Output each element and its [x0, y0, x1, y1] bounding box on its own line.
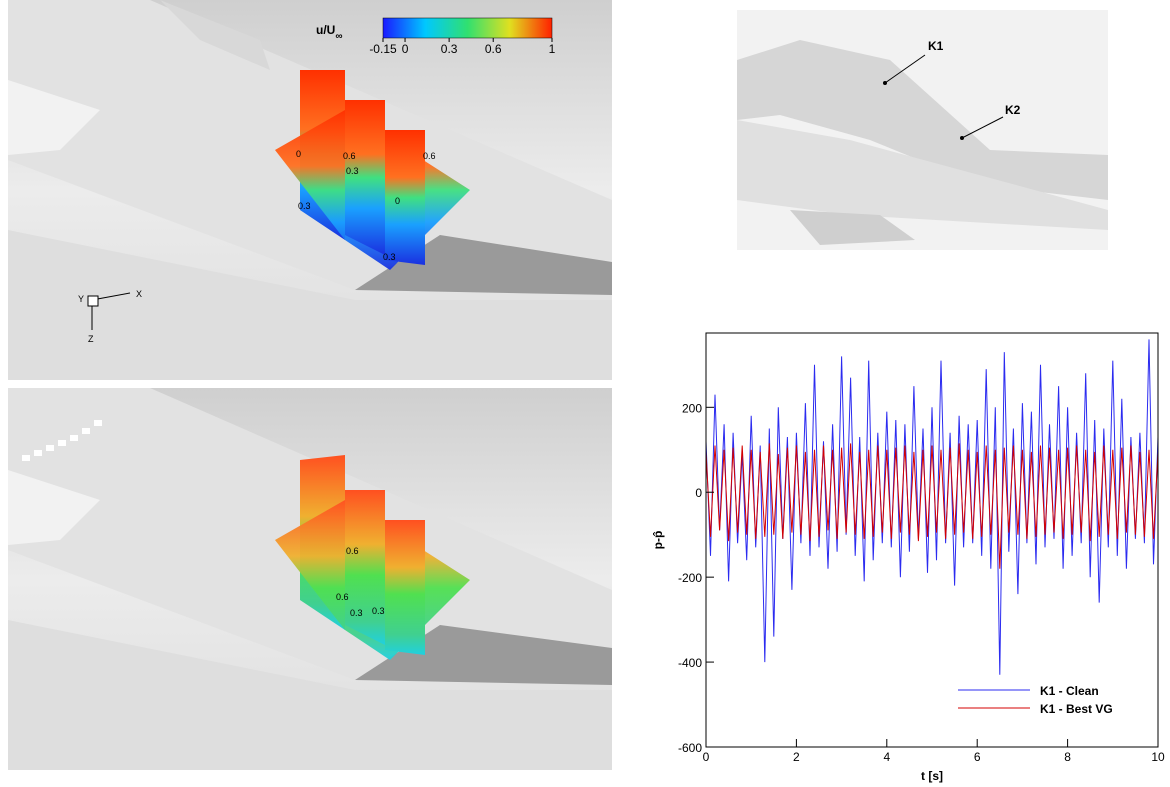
contour-label: 0.3 — [346, 166, 359, 176]
legend-label: K1 - Clean — [1040, 684, 1099, 698]
contour-label: 0.6 — [423, 151, 436, 161]
contour-label: 0.3 — [372, 606, 385, 616]
axis-label: Z — [88, 334, 94, 344]
x-tick-label: 6 — [974, 750, 981, 764]
probe-label: K2 — [1005, 103, 1021, 117]
y-tick-label: 200 — [682, 401, 702, 415]
colorbar-tick-label: 0 — [402, 42, 409, 56]
contour-label: 0.3 — [350, 608, 363, 618]
axis-label: X — [136, 289, 142, 299]
x-tick-label: 0 — [703, 750, 710, 764]
y-tick-label: -400 — [678, 656, 702, 670]
body: X Y Z 0 0.6 0.3 0.6 0.3 0 0.3 0.6 0.6 0.… — [0, 0, 1170, 787]
colorbar-tick-label: 0.3 — [441, 42, 458, 56]
contour-label: 0.3 — [298, 201, 311, 211]
y-tick-label: 0 — [695, 486, 702, 500]
x-tick-label: 10 — [1151, 750, 1165, 764]
y-tick-label: -200 — [678, 571, 702, 585]
contour-label: 0.6 — [346, 546, 359, 556]
probe-label: K1 — [928, 39, 944, 53]
colorbar-tick-label: 0.6 — [485, 42, 502, 56]
series-line — [706, 443, 1158, 568]
render-probes: K1 K2 — [737, 10, 1108, 250]
legend-label: K1 - Best VG — [1040, 702, 1113, 716]
colorbar-tick-label: 1 — [549, 42, 556, 56]
render-bottom: 0.6 0.6 0.3 0.3 — [8, 388, 612, 770]
contour-label: 0 — [296, 149, 301, 159]
contour-label: 0.6 — [343, 151, 356, 161]
axis-label: Y — [78, 294, 84, 304]
contour-label: 0.6 — [336, 592, 349, 602]
x-tick-label: 2 — [793, 750, 800, 764]
figure: X Y Z 0 0.6 0.3 0.6 0.3 0 0.3 0.6 0.6 0.… — [0, 0, 1170, 787]
contour-label: 0 — [395, 196, 400, 206]
colorbar-title-main: u/U — [316, 23, 335, 37]
page: {"colorbar":{"title":"u/U","title_sub":"… — [0, 0, 1170, 787]
y-axis-label: p-p̂ — [651, 531, 665, 550]
series-line — [706, 339, 1158, 674]
colorbar-title-sub: ∞ — [335, 31, 342, 42]
y-tick-label: -600 — [678, 741, 702, 755]
x-tick-label: 8 — [1064, 750, 1071, 764]
render-top: X Y Z 0 0.6 0.3 0.6 0.3 0 0.3 — [8, 0, 612, 380]
contour-label: 0.3 — [383, 252, 396, 262]
colorbar-tick-label: -0.15 — [369, 42, 397, 56]
x-tick-label: 4 — [883, 750, 890, 764]
x-axis-label: t [s] — [921, 769, 943, 783]
